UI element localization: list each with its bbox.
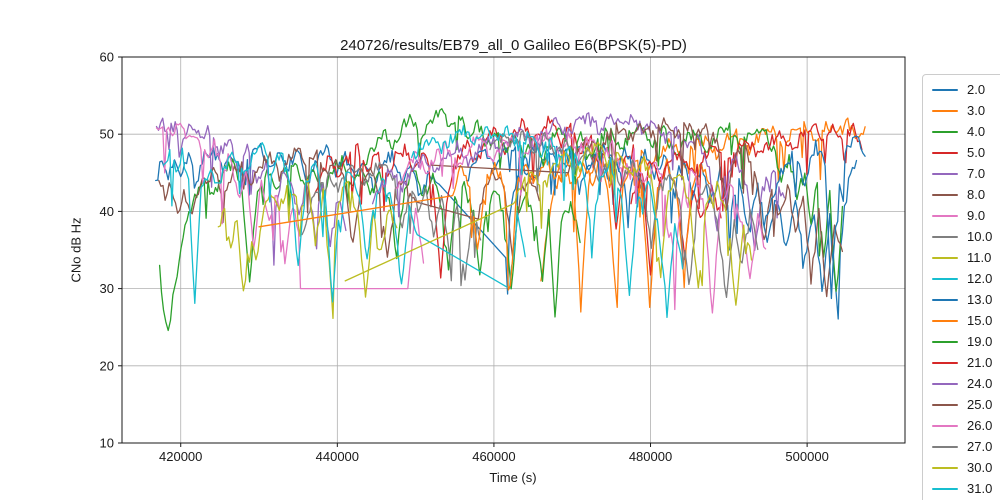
legend-item-label: 27.0: [967, 439, 993, 454]
series-line-9.0: [155, 122, 425, 290]
legend-line-sample: [932, 235, 958, 238]
chart-title: 240726/results/EB79_all_0 Galileo E6(BPS…: [340, 37, 687, 54]
legend-line-sample: [932, 424, 958, 427]
legend-item-label: 24.0: [967, 376, 993, 391]
x-axis-label: Time (s): [489, 470, 537, 485]
legend-line-sample: [932, 403, 958, 406]
legend-line-sample: [932, 277, 958, 280]
legend-item-label: 19.0: [967, 334, 993, 349]
legend-item-24.0: 24.0: [932, 373, 1000, 394]
legend-item-label: 10.0: [967, 229, 993, 244]
series-line-25.0: [430, 117, 844, 298]
legend-item-label: 2.0: [967, 82, 986, 97]
legend: 2.0 3.0 4.0 5.0 7.0 8.0 9.0 10.0 11.0 12.0 13.0 15.…: [922, 74, 1000, 500]
y-tick-label: 30: [100, 281, 114, 296]
legend-item-25.0: 25.0: [932, 394, 1000, 415]
legend-line-sample: [932, 193, 958, 196]
series-line-27.0: [489, 130, 759, 299]
legend-line-sample: [932, 319, 958, 322]
legend-line-sample: [932, 214, 958, 217]
x-tick-label: 440000: [316, 449, 359, 464]
series-line-11.0: [217, 178, 398, 320]
legend-item-4.0: 4.0: [932, 121, 1000, 142]
y-tick-label: 60: [100, 50, 114, 65]
legend-item-2.0: 2.0: [932, 79, 1000, 100]
legend-item-label: 21.0: [967, 355, 993, 370]
legend-item-30.0: 30.0: [932, 457, 1000, 478]
legend-item-label: 9.0: [967, 208, 986, 223]
series-line-30.0: [344, 141, 753, 306]
y-tick-label: 20: [100, 358, 114, 373]
legend-line-sample: [932, 340, 958, 343]
series-line-13.0: [465, 136, 858, 320]
y-tick-label: 50: [100, 127, 114, 142]
legend-item-label: 25.0: [967, 397, 993, 412]
legend-item-label: 30.0: [967, 460, 993, 475]
legend-item-label: 11.0: [967, 250, 992, 265]
legend-line-sample: [932, 172, 958, 175]
legend-line-sample: [932, 151, 958, 154]
legend-line-sample: [932, 256, 958, 259]
legend-item-10.0: 10.0: [932, 226, 1000, 247]
y-tick-label: 40: [100, 204, 114, 219]
legend-item-label: 31.0: [967, 481, 993, 496]
legend-item-label: 7.0: [967, 166, 986, 181]
legend-item-label: 5.0: [967, 145, 986, 160]
legend-item-label: 3.0: [967, 103, 986, 118]
legend-item-label: 12.0: [967, 271, 993, 286]
legend-item-9.0: 9.0: [932, 205, 1000, 226]
series-lines: [155, 108, 866, 332]
x-tick-label: 500000: [785, 449, 828, 464]
series-line-19.0: [364, 108, 844, 292]
x-tick-label: 460000: [472, 449, 515, 464]
legend-item-13.0: 13.0: [932, 289, 1000, 310]
legend-item-label: 4.0: [967, 124, 986, 139]
legend-item-21.0: 21.0: [932, 352, 1000, 373]
legend-item-11.0: 11.0: [932, 247, 1000, 268]
legend-line-sample: [932, 445, 958, 448]
legend-item-5.0: 5.0: [932, 142, 1000, 163]
y-tick-label: 10: [100, 436, 114, 451]
legend-line-sample: [932, 130, 958, 133]
legend-item-15.0: 15.0: [932, 310, 1000, 331]
y-axis-label: CNo dB Hz: [68, 217, 84, 283]
legend-item-31.0: 31.0: [932, 478, 1000, 499]
legend-item-8.0: 8.0: [932, 184, 1000, 205]
series-line-26.0: [395, 128, 767, 314]
legend-item-12.0: 12.0: [932, 268, 1000, 289]
series-line-31.0: [411, 125, 684, 319]
legend-line-sample: [932, 298, 958, 301]
legend-item-27.0: 27.0: [932, 436, 1000, 457]
legend-line-sample: [932, 487, 958, 490]
x-tick-label: 480000: [629, 449, 672, 464]
axes-spines: [121, 56, 906, 444]
legend-line-sample: [932, 88, 958, 91]
series-line-3.0: [540, 117, 866, 282]
legend-item-3.0: 3.0: [932, 100, 1000, 121]
legend-item-label: 15.0: [967, 313, 993, 328]
series-line-33.0: [763, 135, 866, 300]
series-line-4.0: [158, 155, 581, 332]
legend-item-19.0: 19.0: [932, 331, 1000, 352]
series-line-12.0: [162, 142, 526, 304]
legend-line-sample: [932, 109, 958, 112]
legend-item-label: 8.0: [967, 187, 986, 202]
legend-item-7.0: 7.0: [932, 163, 1000, 184]
legend-line-sample: [932, 382, 958, 385]
legend-item-26.0: 26.0: [932, 415, 1000, 436]
legend-line-sample: [932, 466, 958, 469]
legend-item-label: 13.0: [967, 292, 993, 307]
legend-item-label: 26.0: [967, 418, 993, 433]
series-line-21.0: [630, 122, 863, 218]
x-tick-label: 420000: [159, 449, 202, 464]
legend-line-sample: [932, 361, 958, 364]
series-line-15.0: [258, 149, 712, 313]
